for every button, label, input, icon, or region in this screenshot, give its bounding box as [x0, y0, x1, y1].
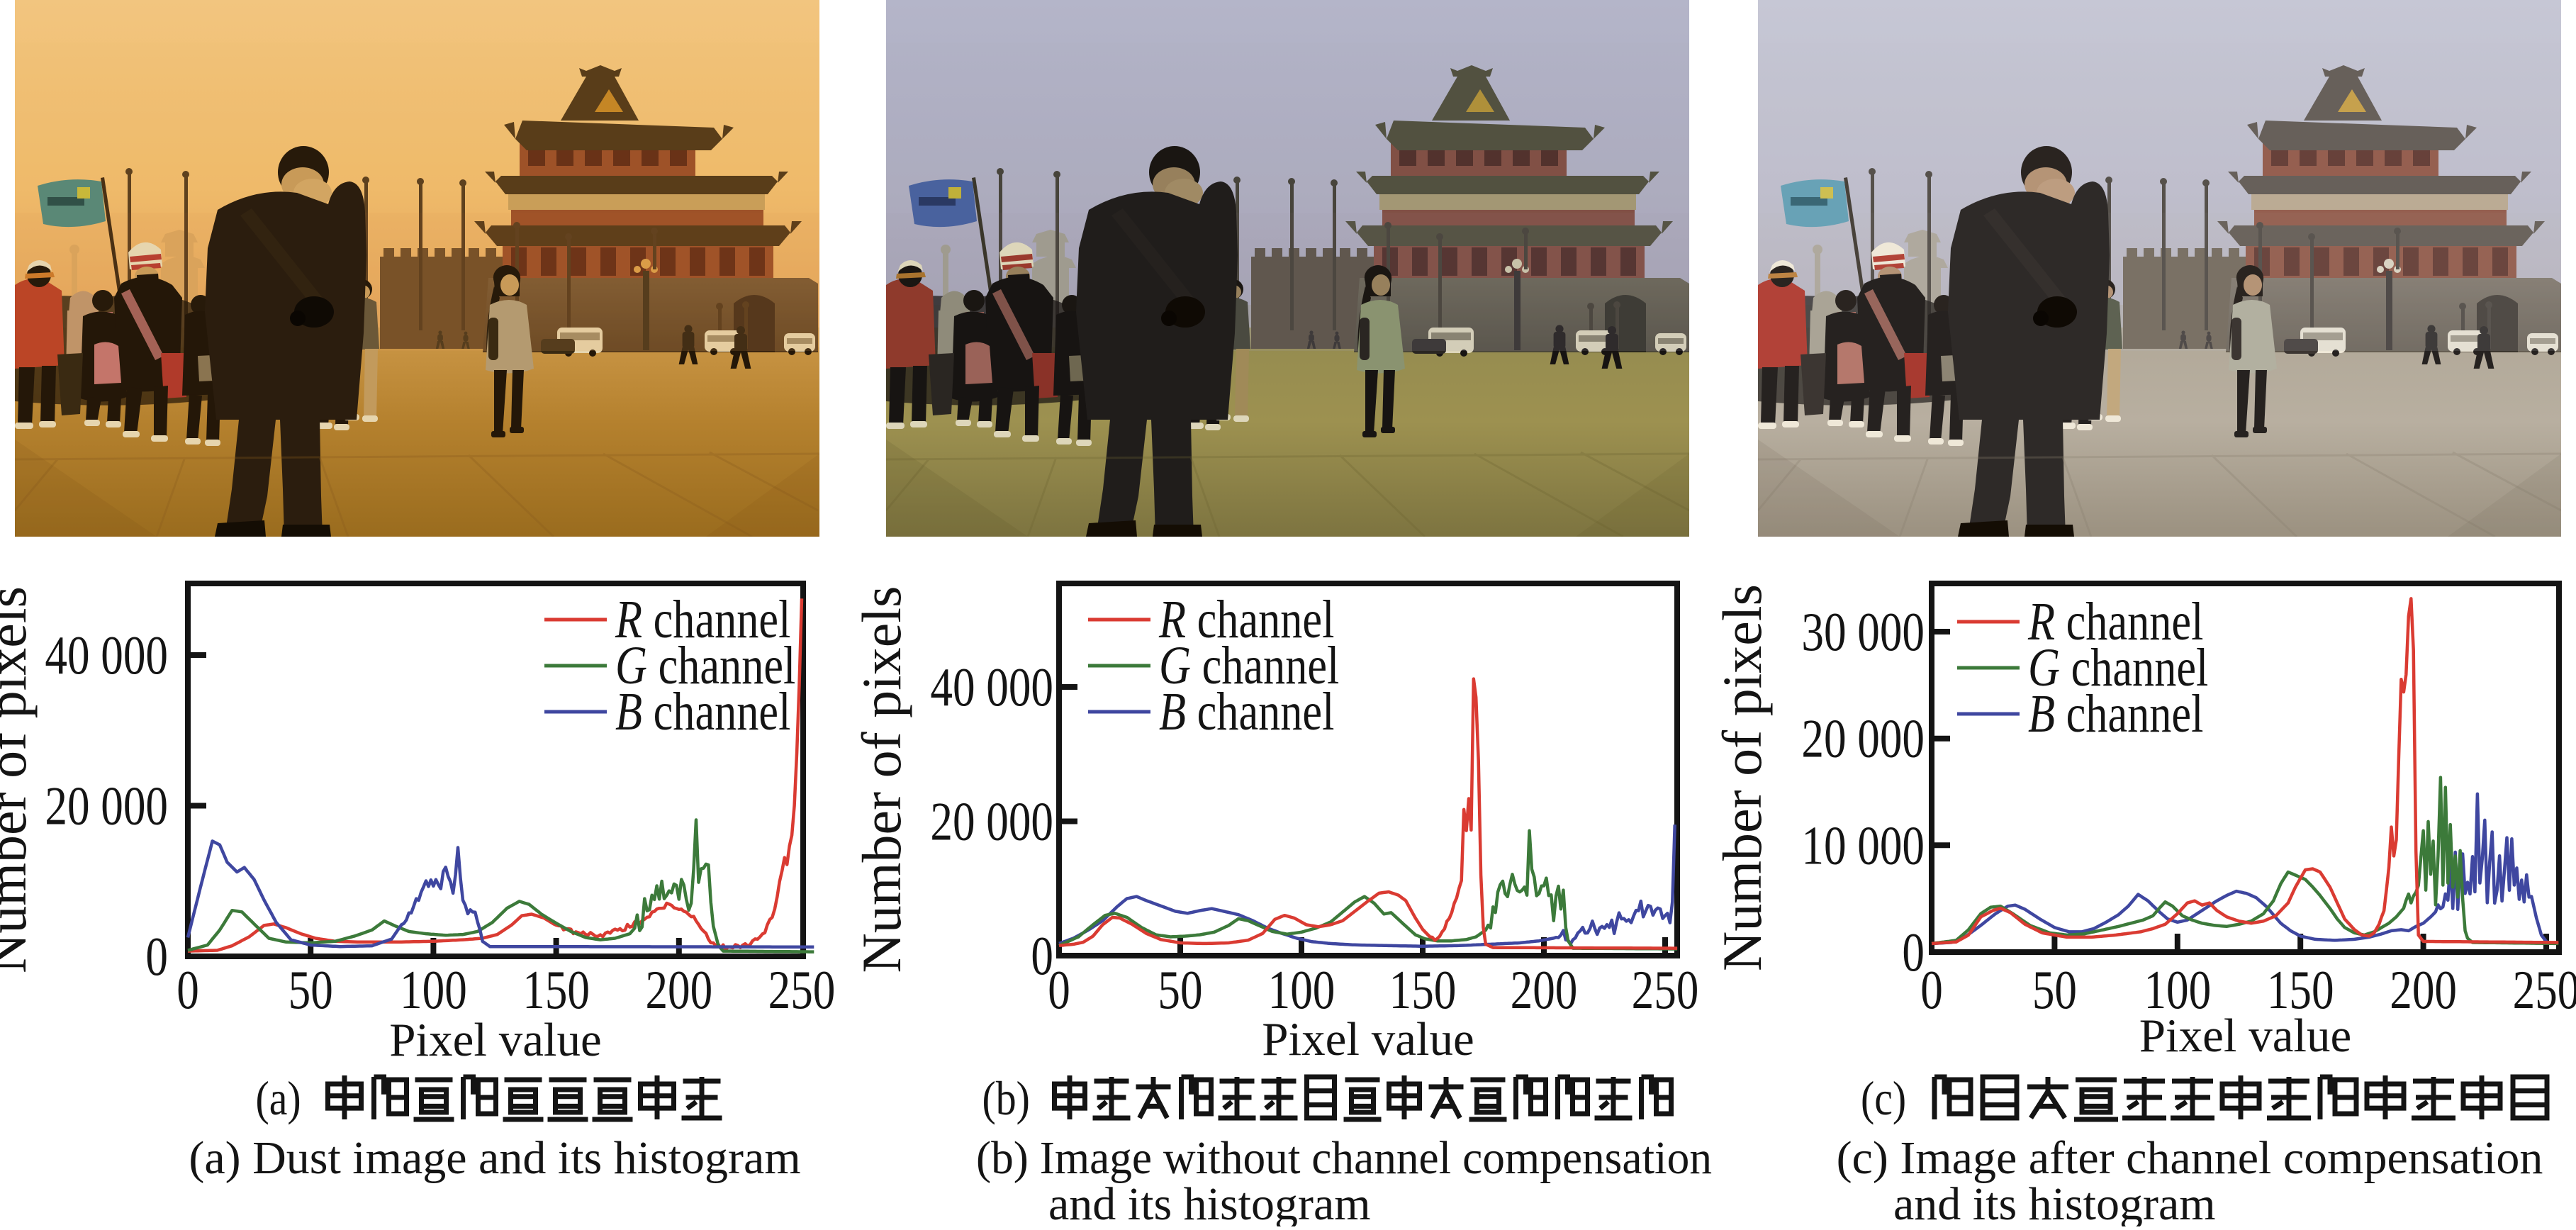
svg-text:20 000: 20 000: [45, 776, 168, 837]
svg-text:200: 200: [645, 960, 712, 1020]
svg-text:R channel: R channel: [615, 590, 790, 649]
svg-text:G channel: G channel: [2028, 638, 2208, 698]
svg-text:and its histogram: and its histogram: [1893, 1178, 2216, 1226]
svg-text:(a) Dust image and its histogr: (a) Dust image and its histogram: [189, 1132, 800, 1184]
svg-text:(c): (c): [1861, 1072, 1906, 1125]
svg-text:Pixel value: Pixel value: [389, 1014, 602, 1066]
svg-text:(b): (b): [982, 1072, 1030, 1125]
svg-text:and its histogram: and its histogram: [1048, 1178, 1371, 1226]
svg-text:250: 250: [768, 960, 836, 1020]
svg-text:150: 150: [522, 960, 590, 1020]
svg-text:50: 50: [2032, 960, 2077, 1020]
svg-text:(a): (a): [256, 1072, 301, 1125]
svg-text:0: 0: [177, 960, 199, 1020]
svg-text:30 000: 30 000: [1801, 602, 1925, 662]
svg-text:G channel: G channel: [1159, 636, 1339, 695]
svg-text:250: 250: [2513, 960, 2576, 1020]
svg-text:Pixel value: Pixel value: [1262, 1013, 1474, 1066]
svg-text:150: 150: [2267, 960, 2334, 1020]
svg-text:10 000: 10 000: [1801, 816, 1925, 876]
svg-text:100: 100: [2144, 960, 2211, 1020]
svg-text:50: 50: [289, 960, 333, 1020]
svg-text:50: 50: [1158, 960, 1202, 1020]
svg-text:0: 0: [1031, 926, 1053, 986]
svg-text:150: 150: [1389, 960, 1457, 1020]
svg-text:250: 250: [1632, 960, 1699, 1020]
svg-text:200: 200: [2390, 960, 2457, 1020]
svg-text:B channel: B channel: [615, 682, 790, 742]
svg-text:Number of pixels: Number of pixels: [851, 586, 912, 973]
svg-text:0: 0: [1902, 922, 1925, 983]
svg-text:200: 200: [1511, 960, 1578, 1020]
svg-text:20 000: 20 000: [930, 792, 1053, 852]
svg-text:Number of pixels: Number of pixels: [0, 586, 38, 973]
svg-text:20 000: 20 000: [1801, 709, 1925, 769]
svg-text:Pixel value: Pixel value: [2139, 1010, 2352, 1062]
svg-text:G channel: G channel: [615, 636, 795, 695]
svg-text:R channel: R channel: [1158, 590, 1334, 649]
svg-text:100: 100: [400, 960, 467, 1020]
svg-text:(b) Image without channel comp: (b) Image without channel compensation: [976, 1131, 1712, 1183]
svg-text:0: 0: [145, 927, 168, 987]
svg-text:0: 0: [1048, 960, 1070, 1020]
svg-text:B channel: B channel: [2028, 684, 2203, 744]
svg-text:100: 100: [1268, 960, 1335, 1020]
svg-text:(c) Image after channel compen: (c) Image after channel compensation: [1837, 1132, 2543, 1184]
svg-text:40 000: 40 000: [930, 657, 1053, 717]
svg-text:B channel: B channel: [1159, 682, 1334, 742]
svg-text:40 000: 40 000: [45, 625, 168, 686]
svg-text:0: 0: [1920, 960, 1943, 1020]
svg-text:R channel: R channel: [2027, 592, 2203, 652]
svg-text:Number of pixels: Number of pixels: [1711, 584, 1773, 971]
